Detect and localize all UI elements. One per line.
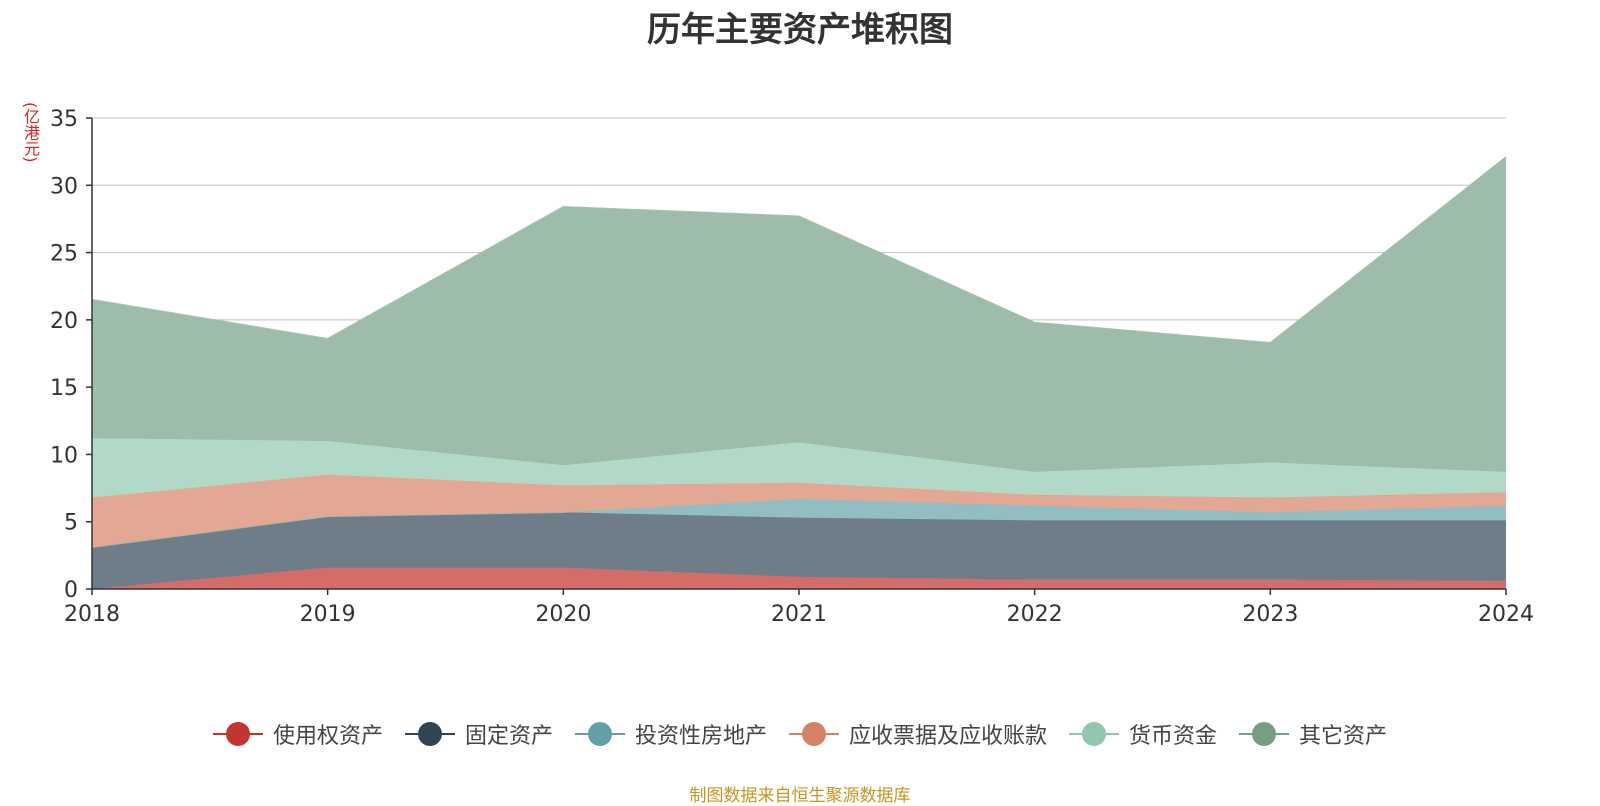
chart-title: 历年主要资产堆积图: [647, 10, 953, 50]
legend-swatch-icon: [404, 722, 455, 746]
y-axis-unit-label: (亿港元): [21, 102, 40, 163]
area-series-3: [92, 498, 1506, 548]
area-edge-series-6: [91, 156, 1507, 344]
legend-label: 货币资金: [1129, 724, 1218, 749]
x-tick-label: 2019: [300, 602, 356, 627]
legend-swatch-icon: [789, 722, 839, 746]
legend-swatch-icon: [1239, 722, 1290, 746]
legend-label: 固定资产: [464, 724, 553, 749]
source-note: 制图数据来自恒生聚源数据库: [689, 786, 911, 806]
area-series-4: [92, 474, 1506, 548]
x-tick-label: 2020: [535, 602, 591, 627]
legend-swatch-icon: [574, 722, 625, 746]
legend-item-3[interactable]: 投资性房地产: [574, 718, 767, 750]
legend-swatch-icon: [1069, 722, 1120, 746]
y-tick-label: 20: [50, 309, 78, 334]
axes: 0 5 10 15 20 25 30 35 2018 2019 2020 2021 2022 2023 20…: [50, 107, 1534, 627]
legend-item-5[interactable]: 货币资金: [1069, 718, 1217, 750]
legend-item-4[interactable]: 应收票据及应收账款: [789, 718, 1047, 750]
y-tick-label: 10: [50, 443, 78, 468]
y-tick-label: 15: [50, 376, 78, 401]
y-tick-label: 25: [50, 242, 78, 267]
legend-item-1[interactable]: 使用权资产: [212, 718, 383, 750]
legend-label: 使用权资产: [272, 724, 383, 749]
legend-label: 应收票据及应收账款: [849, 724, 1048, 749]
area-layer: [91, 156, 1507, 590]
area-series-1: [92, 567, 1506, 589]
legend-item-6[interactable]: 其它资产: [1239, 718, 1387, 750]
x-tick-label: 2022: [1007, 602, 1063, 627]
legend-label: 其它资产: [1299, 724, 1388, 749]
y-tick-label: 30: [50, 174, 78, 199]
y-tick-label: 5: [64, 511, 78, 536]
area-series-5: [92, 438, 1506, 498]
legend: 使用权资产 固定资产 投资性房地产 应收票据及应收账款 货币资金 其它资产: [0, 718, 1600, 750]
y-tick-label: 0: [64, 578, 78, 603]
area-series-6: [92, 157, 1506, 472]
legend-label: 投资性房地产: [634, 724, 767, 749]
legend-item-2[interactable]: 固定资产: [404, 718, 553, 750]
area-series-2: [92, 512, 1506, 589]
x-tick-label: 2018: [64, 602, 120, 627]
legend-swatch-icon: [212, 722, 263, 746]
x-tick-label: 2021: [771, 602, 827, 627]
y-tick-label: 35: [50, 107, 78, 132]
x-tick-label: 2024: [1478, 602, 1534, 627]
x-tick-label: 2023: [1242, 602, 1298, 627]
